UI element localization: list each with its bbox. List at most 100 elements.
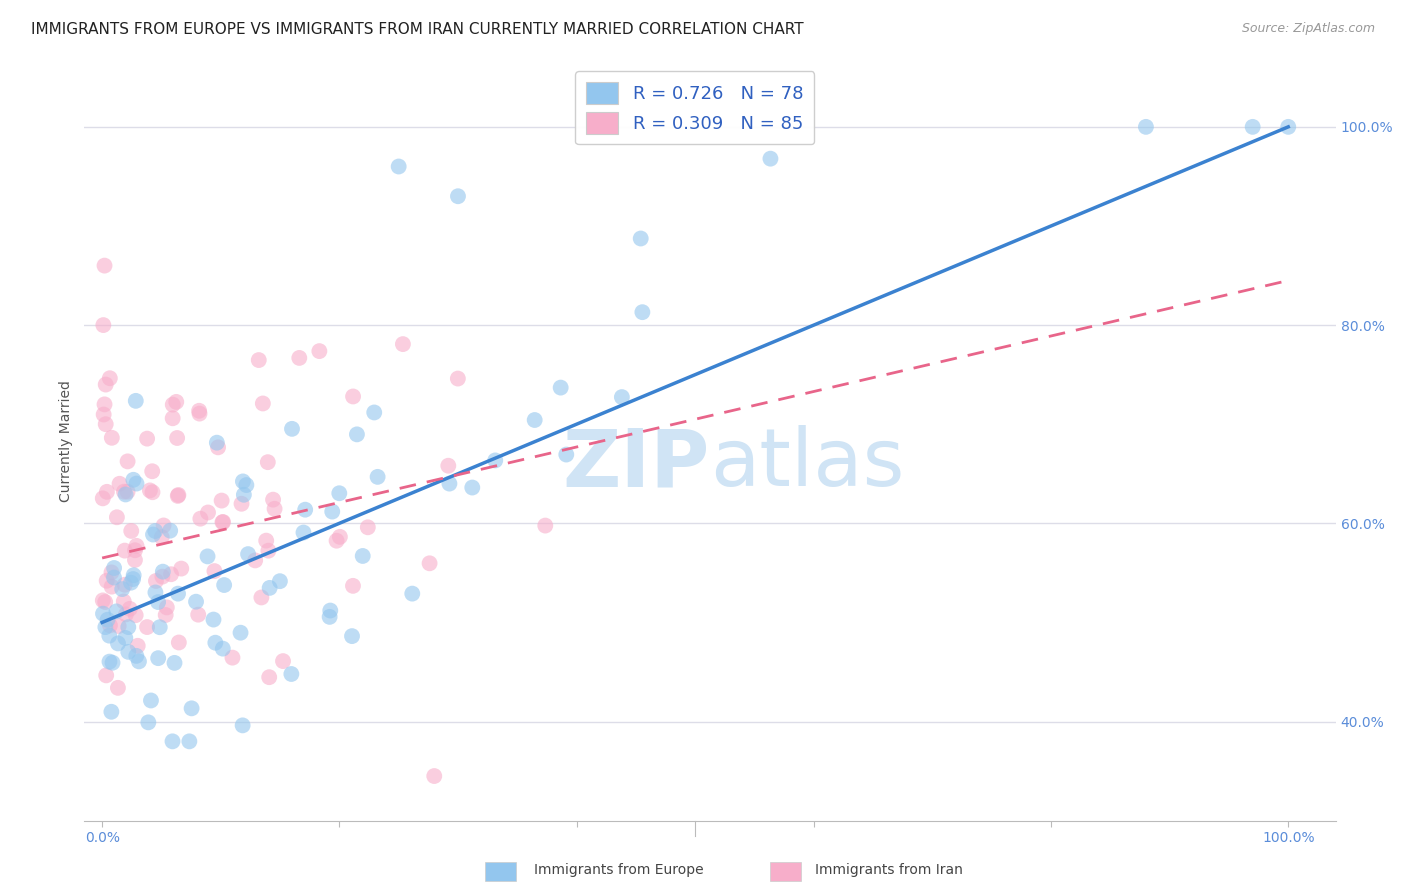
Point (759, 152, 782, 166)
Point (122, 572, 145, 586)
Point (107, 619, 129, 633)
Point (91, 593, 114, 607)
Point (94, 377, 117, 392)
Text: Source: ZipAtlas.com: Source: ZipAtlas.com (1241, 22, 1375, 36)
Point (125, 648, 148, 663)
Point (114, 487, 136, 501)
Point (152, 565, 174, 579)
Point (555, 448, 578, 462)
Point (139, 483, 162, 498)
Point (190, 511, 212, 525)
Point (112, 594, 135, 608)
Point (187, 607, 209, 622)
Point (232, 475, 254, 489)
Point (93, 259, 115, 273)
Point (146, 595, 169, 609)
Point (93, 408, 115, 422)
Point (184, 595, 207, 609)
Point (250, 591, 273, 605)
Point (401, 586, 423, 600)
Point (319, 603, 342, 617)
Point (232, 718, 254, 732)
Point (114, 578, 136, 592)
Point (236, 547, 259, 561)
Point (103, 570, 125, 584)
Point (136, 715, 159, 730)
Point (423, 769, 446, 783)
Point (122, 568, 145, 582)
Point (107, 636, 129, 650)
Point (143, 524, 166, 538)
Text: IMMIGRANTS FROM EUROPE VS IMMIGRANTS FROM IRAN CURRENTLY MARRIED CORRELATION CHA: IMMIGRANTS FROM EUROPE VS IMMIGRANTS FRO… (31, 22, 804, 37)
Point (1135, 120, 1157, 134)
Point (100, 566, 122, 580)
Point (204, 636, 226, 650)
Point (117, 454, 139, 468)
Point (342, 389, 364, 403)
Point (167, 488, 190, 502)
Point (328, 486, 350, 500)
Text: ZIP: ZIP (562, 425, 710, 503)
Point (125, 393, 148, 408)
Point (96, 668, 118, 682)
Point (166, 489, 188, 503)
Point (141, 485, 163, 500)
Point (112, 484, 135, 499)
Point (117, 620, 139, 634)
Point (149, 620, 172, 634)
Point (160, 567, 183, 582)
Point (162, 411, 184, 425)
Point (610, 390, 633, 404)
Point (124, 553, 146, 567)
Point (212, 515, 235, 529)
Point (100, 705, 122, 719)
Point (136, 432, 159, 446)
Point (94, 417, 117, 432)
Point (124, 543, 146, 558)
Point (170, 561, 193, 575)
Point (550, 381, 572, 395)
Point (259, 581, 281, 595)
Point (254, 533, 277, 548)
Point (115, 607, 138, 622)
Point (280, 667, 302, 681)
Point (94, 620, 117, 634)
Point (96, 574, 118, 588)
Point (98, 629, 121, 643)
Point (139, 693, 162, 707)
Point (325, 533, 347, 548)
Legend: R = 0.726   N = 78, R = 0.309   N = 85: R = 0.726 N = 78, R = 0.309 N = 85 (575, 71, 814, 145)
Point (207, 441, 229, 455)
Point (96, 613, 118, 627)
Point (281, 422, 304, 436)
Point (388, 160, 411, 174)
Text: Immigrants from Europe: Immigrants from Europe (534, 863, 704, 877)
Point (101, 431, 124, 445)
Point (122, 473, 145, 487)
Point (100, 580, 122, 594)
Point (180, 701, 202, 715)
Point (146, 651, 169, 665)
Point (447, 189, 470, 203)
Point (117, 484, 139, 499)
Text: Immigrants from Iran: Immigrants from Iran (815, 863, 963, 877)
Point (118, 602, 141, 616)
Point (114, 543, 136, 558)
Point (108, 476, 131, 491)
Point (197, 549, 219, 564)
Point (155, 607, 177, 622)
Point (128, 654, 150, 668)
Point (447, 371, 470, 385)
Point (205, 435, 228, 450)
Point (125, 539, 148, 553)
Point (1241, 120, 1264, 134)
Point (439, 476, 461, 491)
Point (357, 520, 380, 534)
Point (392, 337, 415, 351)
Point (150, 530, 173, 544)
Point (120, 575, 142, 590)
Point (340, 629, 363, 643)
Point (256, 455, 278, 469)
Point (221, 650, 243, 665)
Point (167, 635, 190, 649)
